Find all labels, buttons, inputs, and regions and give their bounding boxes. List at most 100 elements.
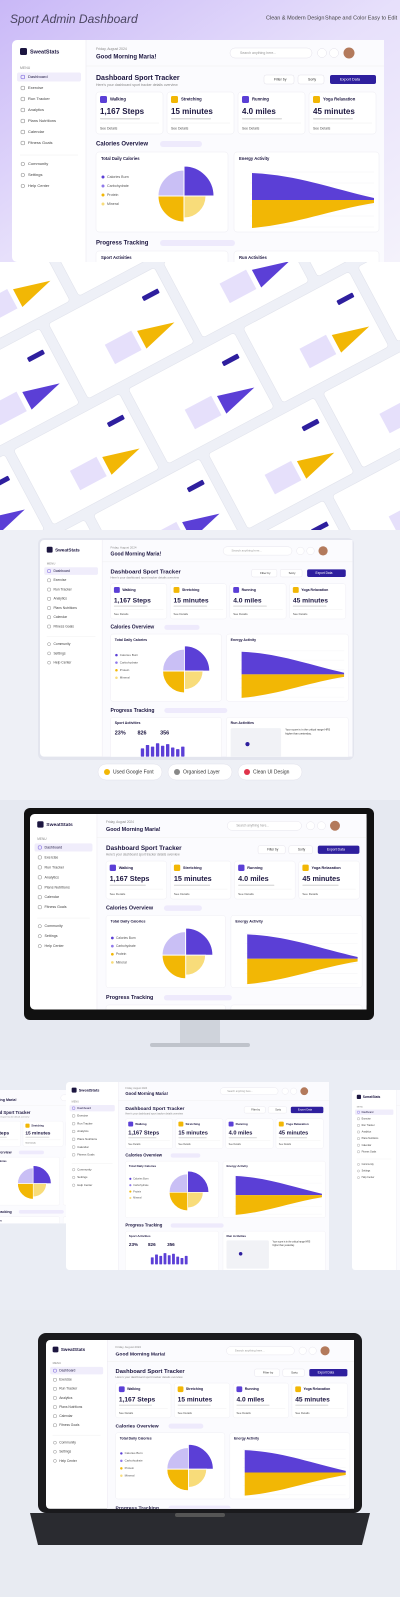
page-title: Dashboard Sport Tracker	[96, 75, 180, 82]
nav-item: Run Tracker	[28, 96, 50, 101]
button-label: Filter by	[267, 848, 279, 852]
stat-card	[289, 583, 346, 620]
page-subtitle: Here's your dashboard sport tracker deta…	[111, 576, 180, 580]
legend-label: Calories Burn	[120, 653, 139, 657]
screen-thumb	[163, 262, 309, 338]
nav-icon	[72, 1183, 76, 1187]
card-caption	[25, 1136, 50, 1138]
card-caption	[295, 1404, 329, 1406]
export-button	[307, 569, 346, 577]
card-icon	[236, 1386, 243, 1393]
legend-dot	[110, 952, 114, 956]
card-label: Stretching	[182, 588, 199, 592]
badge-label: Organised Layer	[183, 769, 220, 775]
pie-segment	[185, 954, 207, 976]
menu-label: MENU	[53, 1361, 61, 1365]
section-chip	[170, 1153, 201, 1158]
nav-item: Help Center	[44, 944, 64, 948]
export-button	[290, 1106, 324, 1114]
card-link: See Details	[178, 1411, 193, 1415]
card-label: Stretching	[31, 1124, 44, 1127]
nav-icon	[53, 1368, 57, 1373]
search	[227, 821, 302, 831]
legend-dot	[120, 1474, 123, 1478]
nav-item: Help Center	[362, 1176, 375, 1179]
nav-icon	[20, 129, 25, 135]
stat-card	[298, 860, 360, 900]
card-link: See Details	[174, 892, 190, 896]
card-value: 1,167 Steps	[114, 597, 151, 604]
nav-item: Help Center	[28, 183, 50, 188]
legend-label: Calories Burn	[125, 1451, 143, 1455]
pie-segment	[161, 931, 187, 956]
screen-thumb	[323, 337, 400, 468]
card-label: Stretching	[186, 1387, 203, 1391]
legend-label: Calories Burn	[133, 1178, 149, 1181]
button-label: Sorty	[291, 1370, 298, 1374]
nav-icon	[357, 1130, 360, 1134]
area-upper	[241, 651, 345, 675]
area-lower	[244, 1472, 346, 1496]
nav-item: Community	[28, 161, 48, 166]
thumb-button	[336, 292, 355, 305]
nav-item: Plans Nutritions	[77, 1137, 97, 1141]
nav-icon	[37, 845, 42, 850]
nav-item: Fitness Goals	[53, 624, 74, 628]
dashboard: SweatStats MENU Dashboard Exercise Run Track…	[12, 40, 384, 262]
panel	[125, 1231, 219, 1271]
search-placeholder: Search anything here...	[236, 824, 269, 828]
nav-item: Community	[53, 642, 70, 646]
button-label: Export Data	[298, 1108, 313, 1112]
card-value: 15 minutes	[25, 1130, 50, 1136]
thumb-button	[221, 353, 240, 366]
nav-item: Exercise	[28, 85, 44, 90]
pie-segment	[162, 670, 185, 694]
nav-item: Help Center	[77, 1183, 92, 1187]
card-link: See Details	[313, 126, 331, 130]
card-link: See Details	[229, 1143, 242, 1146]
button-label: Export Data	[327, 848, 345, 852]
legend-dot	[129, 1190, 132, 1193]
nav-icon	[53, 1440, 57, 1445]
logo-icon	[46, 546, 53, 553]
nav-item: Exercise	[53, 578, 66, 582]
card-label: Running	[247, 866, 263, 870]
nav-active	[34, 843, 93, 852]
screen-thumb	[94, 459, 239, 530]
nav-item: Run Tracker	[362, 1124, 375, 1127]
pie-segment	[183, 195, 207, 219]
card-label: Walking	[127, 1387, 140, 1391]
button-label: Filter by	[263, 1370, 274, 1374]
card-icon	[233, 587, 240, 593]
badge-icon	[174, 769, 180, 775]
nav-icon	[47, 642, 51, 646]
legend-label: Mineral	[107, 202, 119, 206]
legend-dot	[110, 961, 114, 964]
badge	[237, 763, 303, 781]
section-title: Calories Overview	[111, 625, 155, 631]
section-chip	[160, 141, 202, 147]
nav-icon	[37, 905, 42, 910]
card-icon	[100, 96, 107, 103]
stat-card	[115, 1382, 172, 1419]
card-link: See Details	[293, 612, 308, 616]
page-subtitle: Here's your dashboard sport tracker deta…	[0, 1116, 30, 1119]
nav-item: Fitness Goals	[28, 140, 52, 145]
panel-title: Energy Activity	[226, 1164, 248, 1168]
card-link: See Details	[128, 1143, 141, 1146]
section-title: Calories Overview	[125, 1153, 162, 1158]
screen-thumb	[358, 262, 400, 342]
area-upper	[235, 1176, 322, 1196]
mini-bar	[159, 1255, 163, 1265]
nav-icon	[72, 1168, 76, 1172]
nav-active	[69, 1104, 115, 1112]
pie-segment	[162, 648, 185, 672]
panel-title: Total Daily Calories	[101, 156, 140, 161]
page-title: Dashboard Sport Tracker	[111, 569, 182, 575]
nav-icon	[53, 1450, 57, 1454]
button	[251, 569, 278, 578]
brand: SweatStats	[363, 1095, 381, 1099]
section-chip	[163, 905, 202, 911]
card-label: Yoga Relaxation	[286, 1122, 309, 1126]
page-subtitle: Here's your dashboard sport tracker deta…	[106, 853, 180, 857]
